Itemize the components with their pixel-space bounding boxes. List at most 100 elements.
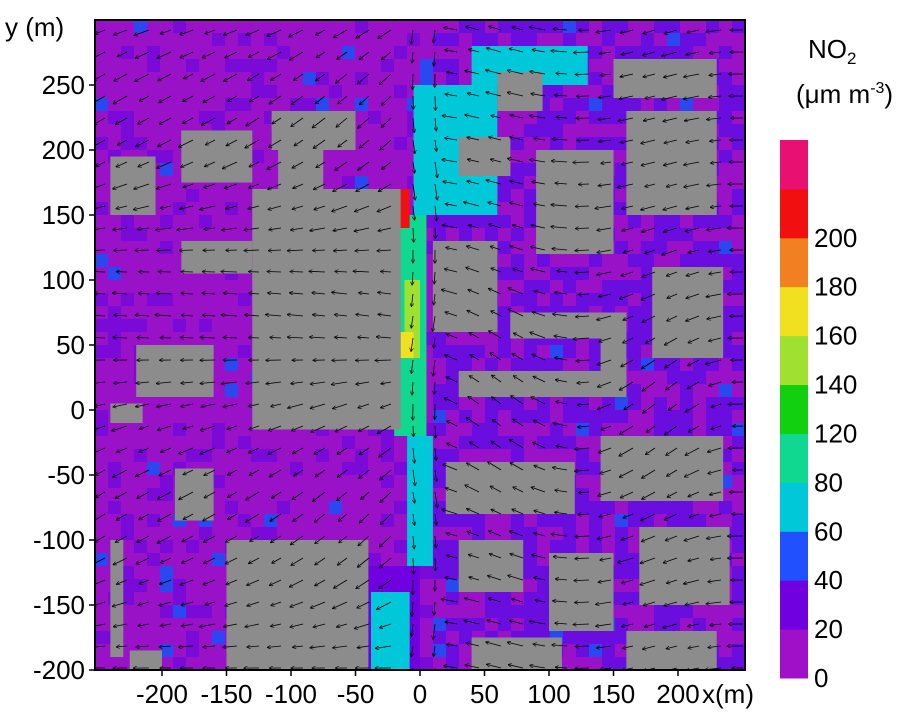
wind-arrow — [381, 117, 392, 127]
concentration-cell — [732, 358, 745, 371]
concentration-cell — [602, 280, 615, 293]
wind-arrow — [157, 382, 172, 384]
wind-arrow — [574, 338, 590, 339]
concentration-cell — [433, 644, 446, 657]
wind-arrow — [205, 491, 216, 498]
wind-arrow — [271, 623, 282, 626]
concentration-cell — [693, 215, 706, 228]
concentration-cell — [108, 306, 121, 319]
concentration-cell — [459, 228, 472, 241]
wind-arrow — [249, 183, 260, 188]
concentration-cell — [485, 215, 498, 228]
wind-arrow — [685, 447, 700, 455]
concentration-cell — [121, 46, 134, 59]
wind-arrow — [337, 51, 348, 59]
concentration-cell — [446, 514, 459, 527]
wind-arrow — [412, 469, 415, 485]
wind-arrow — [206, 139, 216, 145]
wind-arrow — [116, 535, 128, 542]
wind-arrow — [508, 288, 524, 295]
wind-arrow — [332, 292, 348, 294]
wind-arrow — [706, 30, 722, 32]
wind-arrow — [492, 420, 502, 427]
concentration-cell — [615, 631, 628, 644]
wind-arrow — [223, 161, 238, 169]
wind-arrow — [358, 535, 370, 545]
wind-arrow — [575, 602, 590, 603]
wind-arrow — [445, 355, 458, 361]
wind-arrow — [355, 205, 370, 212]
wind-arrow — [578, 426, 590, 427]
wind-arrow — [690, 513, 700, 517]
concentration-cell — [264, 85, 277, 98]
wind-arrow — [139, 293, 150, 294]
concentration-cell — [498, 176, 511, 189]
wind-arrow — [360, 513, 370, 523]
wind-arrow — [181, 403, 194, 407]
building — [136, 345, 214, 397]
wind-arrow — [434, 293, 435, 305]
wind-arrow — [202, 117, 216, 125]
wind-arrow — [244, 227, 260, 230]
wind-arrow — [622, 623, 634, 627]
wind-arrow — [434, 381, 435, 394]
wind-arrow — [113, 601, 128, 606]
wind-arrow — [382, 95, 392, 105]
concentration-cell — [602, 657, 615, 670]
concentration-cell — [589, 254, 602, 267]
wind-arrow — [292, 161, 304, 168]
wind-arrow — [291, 382, 304, 384]
wind-arrow — [268, 447, 282, 454]
wind-arrow — [224, 293, 238, 294]
wind-arrow — [376, 360, 392, 361]
colorbar-swatch — [780, 286, 808, 337]
wind-arrow — [411, 359, 413, 373]
wind-arrow — [356, 381, 370, 384]
wind-arrow — [333, 601, 348, 608]
wind-arrow — [433, 29, 435, 43]
wind-arrow — [557, 271, 568, 272]
wind-arrow — [575, 250, 590, 251]
concentration-cell — [121, 215, 134, 228]
concentration-cell — [537, 579, 550, 592]
concentration-cell — [160, 605, 173, 618]
wind-arrow — [159, 601, 172, 606]
wind-arrow — [311, 381, 326, 384]
concentration-cell — [394, 501, 407, 514]
wind-arrow — [597, 535, 612, 539]
wind-arrow — [433, 623, 435, 639]
building — [110, 403, 143, 423]
concentration-cell — [225, 98, 238, 111]
wind-arrow — [533, 377, 546, 383]
concentration-cell — [589, 345, 602, 358]
wind-arrow — [200, 447, 216, 454]
colorbar: NO2 (μm m-3) 0 20 40 60 80 120 140 160 180 200 — [780, 34, 893, 693]
wind-arrow — [510, 621, 524, 625]
concentration-cell — [615, 111, 628, 124]
concentration-cell — [524, 293, 537, 306]
wind-arrow — [249, 338, 260, 339]
wind-arrow — [245, 250, 260, 251]
wind-arrow — [510, 531, 524, 537]
wind-arrow — [465, 71, 480, 75]
wind-arrow — [466, 27, 480, 31]
concentration-cell — [251, 72, 264, 85]
wind-arrow — [666, 447, 678, 455]
wind-arrow — [293, 447, 304, 454]
wind-arrow — [380, 469, 392, 480]
concentration-cell — [615, 293, 628, 306]
wind-arrow — [336, 73, 348, 83]
wind-arrow — [641, 293, 656, 300]
concentration-cell — [563, 540, 576, 553]
x-ticks: -200 -150 -100 -50 0 50 100 150 200 — [136, 670, 700, 709]
wind-arrow — [556, 402, 568, 405]
wind-arrow — [645, 183, 656, 187]
wind-arrow — [685, 403, 700, 412]
building — [174, 468, 214, 521]
concentration-cell — [524, 540, 537, 553]
wind-arrow — [599, 579, 612, 582]
wind-arrow — [333, 227, 348, 231]
concentration-cell — [576, 137, 589, 150]
wind-arrow — [356, 29, 370, 38]
wind-arrow — [688, 646, 700, 648]
